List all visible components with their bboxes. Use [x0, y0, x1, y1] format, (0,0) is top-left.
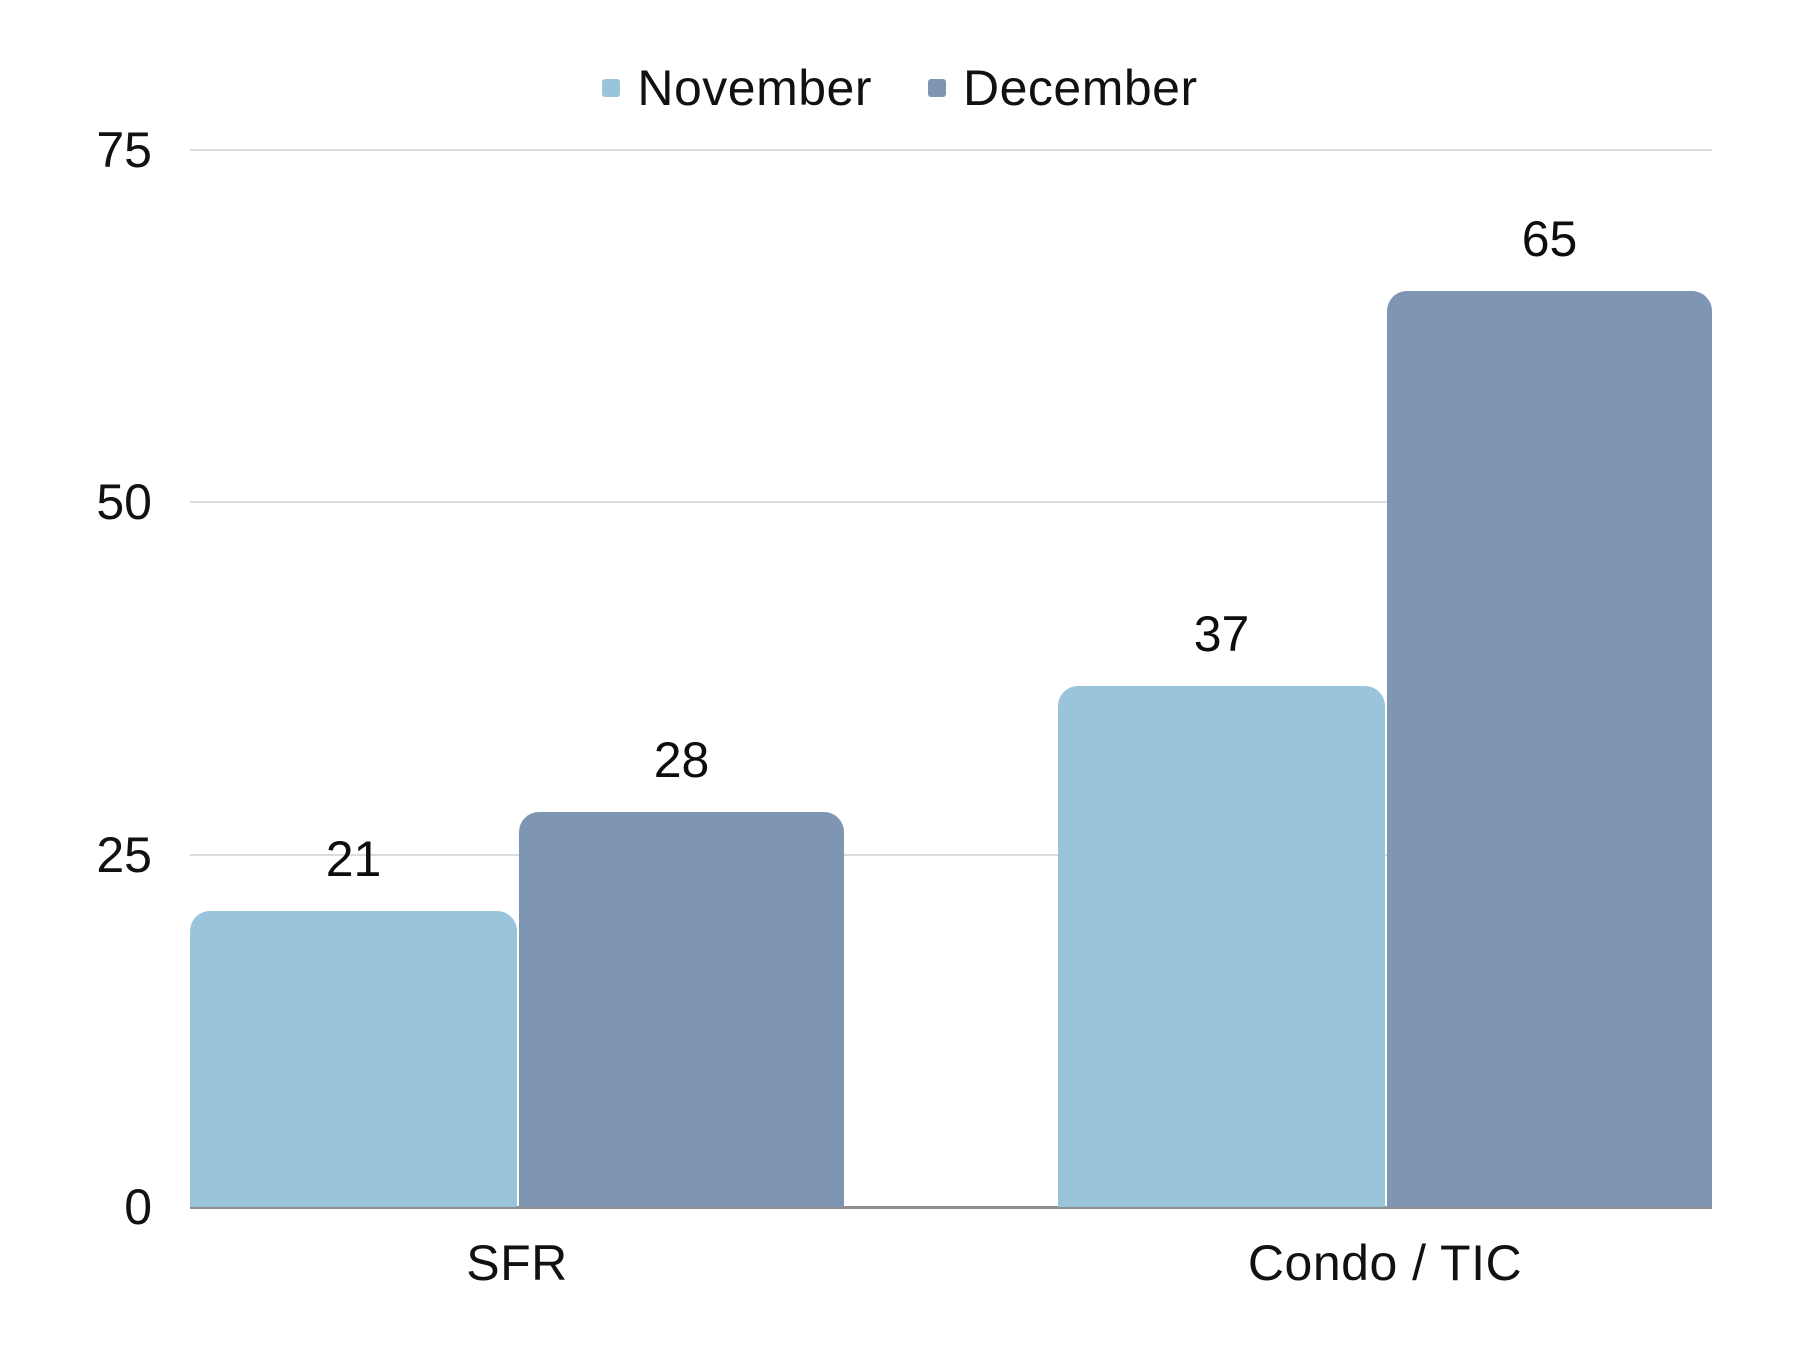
- bar-november-condo-tic: [1058, 685, 1385, 1207]
- bar-december-condo-tic: [1387, 290, 1712, 1207]
- value-label-december-condo-tic: 65: [1521, 210, 1578, 267]
- legend-item-december: December: [928, 63, 1198, 113]
- legend-label-november: November: [637, 60, 872, 116]
- bar-november-sfr: [190, 911, 517, 1207]
- legend-swatch-november: [602, 79, 621, 97]
- legend-item-november: November: [602, 63, 872, 113]
- y-tick-label-75: 75: [96, 122, 152, 178]
- y-tick-label-25: 25: [96, 826, 152, 883]
- gridline-y-25: [190, 853, 1712, 856]
- chart-legend: November December: [0, 63, 1800, 113]
- value-label-november-sfr: 21: [325, 831, 382, 888]
- y-tick-label-50: 50: [96, 474, 152, 531]
- value-label-december-sfr: 28: [653, 732, 710, 789]
- value-label-november-condo-tic: 37: [1193, 605, 1250, 662]
- y-tick-label-0: 0: [124, 1179, 152, 1235]
- x-axis-line: [190, 1206, 1712, 1209]
- category-label-condo-tic: Condo / TIC: [1247, 1235, 1523, 1291]
- category-label-sfr: SFR: [466, 1235, 568, 1291]
- bar-december-sfr: [519, 812, 844, 1207]
- legend-swatch-december: [928, 79, 946, 97]
- legend-label-december: December: [963, 60, 1198, 116]
- gridline-y-50: [190, 501, 1712, 504]
- gridline-y-75: [190, 149, 1712, 151]
